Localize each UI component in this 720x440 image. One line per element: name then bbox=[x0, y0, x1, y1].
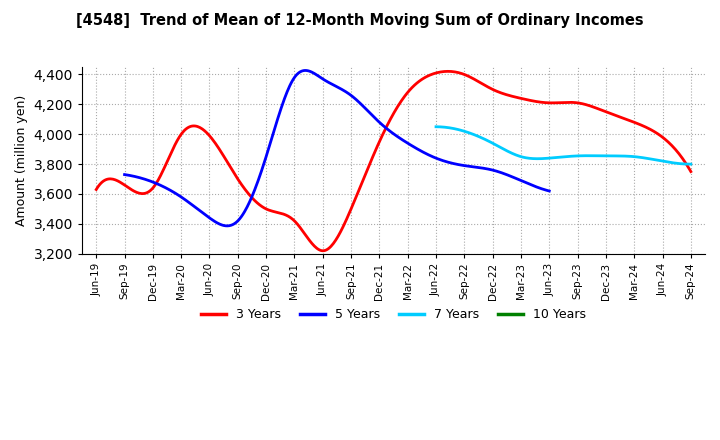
5 Years bbox=[301, 68, 310, 73]
5 Years bbox=[326, 81, 335, 86]
3 Years bbox=[687, 169, 696, 174]
3 Years bbox=[379, 130, 388, 136]
7 Years bbox=[570, 154, 578, 159]
7 Years bbox=[680, 161, 689, 167]
5 Years bbox=[374, 119, 383, 125]
5 Years bbox=[222, 223, 231, 228]
Y-axis label: Amount (million yen): Amount (million yen) bbox=[15, 95, 28, 226]
7 Years bbox=[554, 155, 563, 160]
5 Years bbox=[536, 186, 545, 191]
7 Years bbox=[553, 155, 562, 160]
3 Years bbox=[582, 102, 590, 107]
Legend: 3 Years, 5 Years, 7 Years, 10 Years: 3 Years, 5 Years, 7 Years, 10 Years bbox=[197, 303, 591, 326]
Line: 3 Years: 3 Years bbox=[96, 71, 691, 251]
3 Years bbox=[449, 69, 457, 74]
3 Years bbox=[415, 79, 423, 84]
5 Years bbox=[352, 97, 361, 102]
3 Years bbox=[92, 187, 101, 192]
3 Years bbox=[376, 138, 384, 143]
Line: 5 Years: 5 Years bbox=[125, 70, 549, 226]
5 Years bbox=[324, 79, 333, 84]
Line: 7 Years: 7 Years bbox=[436, 127, 691, 164]
3 Years bbox=[318, 248, 327, 253]
7 Years bbox=[687, 161, 696, 167]
5 Years bbox=[545, 188, 554, 194]
7 Years bbox=[583, 153, 592, 158]
3 Years bbox=[675, 151, 683, 156]
7 Years bbox=[685, 161, 694, 167]
7 Years bbox=[641, 155, 649, 161]
5 Years bbox=[120, 172, 129, 177]
5 Years bbox=[470, 164, 479, 169]
7 Years bbox=[432, 124, 441, 129]
3 Years bbox=[444, 69, 452, 74]
Text: [4548]  Trend of Mean of 12-Month Moving Sum of Ordinary Incomes: [4548] Trend of Mean of 12-Month Moving … bbox=[76, 13, 644, 28]
